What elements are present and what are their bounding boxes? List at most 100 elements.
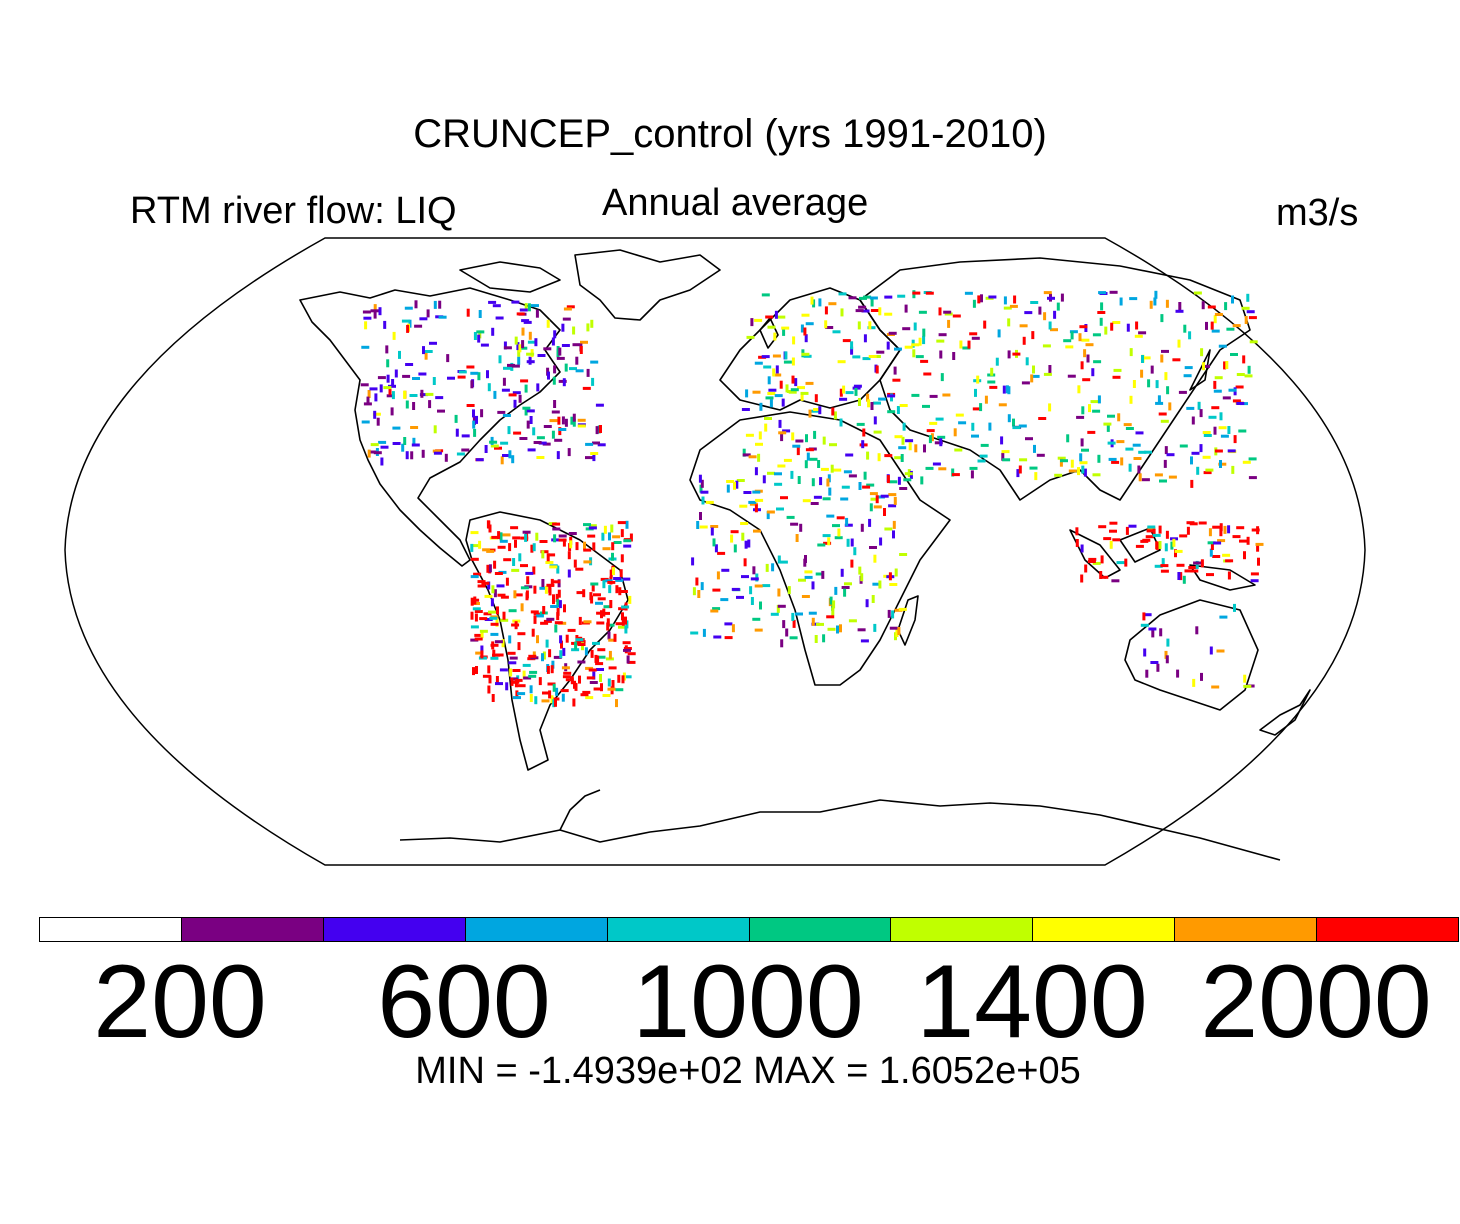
- river-cell: [623, 539, 632, 543]
- river-cell: [1142, 356, 1151, 360]
- river-cell: [592, 671, 596, 680]
- river-cell: [617, 521, 626, 525]
- river-cell: [1154, 473, 1163, 477]
- river-cell: [524, 384, 528, 393]
- river-cell: [615, 688, 624, 692]
- river-cell: [1056, 302, 1060, 311]
- river-cell: [1001, 452, 1005, 461]
- river-cell: [1125, 447, 1134, 451]
- river-cell: [820, 467, 829, 471]
- river-cell: [938, 467, 947, 471]
- river-cell: [1216, 649, 1225, 653]
- river-cell: [836, 625, 839, 634]
- river-cell: [1123, 423, 1132, 427]
- river-cell: [518, 394, 522, 403]
- river-cell: [588, 524, 597, 528]
- river-cell: [1129, 297, 1138, 301]
- river-cell: [511, 300, 520, 304]
- river-cell: [777, 555, 781, 564]
- river-cell: [1065, 345, 1074, 349]
- river-cell: [412, 437, 416, 446]
- river-cell: [1214, 376, 1223, 380]
- river-cell: [1209, 646, 1213, 655]
- river-cell: [553, 534, 557, 543]
- river-cell: [550, 665, 554, 674]
- river-cell: [1192, 678, 1196, 687]
- river-cell: [796, 447, 800, 456]
- river-cell: [494, 572, 503, 575]
- river-cell: [802, 499, 811, 503]
- river-cell: [607, 580, 616, 584]
- river-cell: [553, 330, 557, 339]
- river-cell: [593, 593, 601, 597]
- river-cell: [845, 453, 854, 457]
- river-cell: [1132, 443, 1141, 447]
- river-cell: [902, 327, 911, 331]
- river-cell: [860, 523, 864, 532]
- river-cell: [792, 619, 796, 628]
- river-cell: [754, 504, 758, 513]
- river-cell: [1106, 423, 1110, 432]
- river-cell: [419, 317, 428, 321]
- river-cell: [590, 649, 594, 658]
- river-cell: [1155, 380, 1159, 389]
- river-cell: [554, 438, 563, 442]
- river-cell: [534, 338, 538, 347]
- river-cell: [370, 309, 379, 313]
- river-cell: [1070, 459, 1074, 468]
- river-cell: [474, 637, 483, 641]
- river-cell: [508, 661, 517, 665]
- river-cell: [1184, 569, 1193, 573]
- river-cell: [767, 471, 775, 475]
- river-cell: [470, 371, 479, 375]
- river-cell: [526, 360, 535, 364]
- river-cell: [480, 650, 484, 659]
- river-cell: [743, 558, 747, 567]
- river-cell: [542, 651, 546, 660]
- river-cell: [517, 684, 526, 688]
- river-cell: [470, 625, 479, 629]
- river-cell: [765, 563, 769, 572]
- river-cell: [845, 517, 849, 526]
- river-cell: [615, 585, 619, 594]
- river-cell: [475, 415, 478, 424]
- river-cell: [928, 435, 932, 444]
- river-cell: [753, 529, 761, 533]
- river-cell: [761, 293, 770, 297]
- river-cell: [1203, 471, 1212, 475]
- river-cell: [1202, 362, 1205, 371]
- river-cell: [1143, 648, 1147, 657]
- river-cell: [575, 638, 584, 642]
- river-cell: [404, 306, 413, 310]
- river-cell: [870, 402, 874, 410]
- river-cell: [514, 593, 523, 597]
- river-cell: [551, 430, 555, 439]
- river-cell: [984, 395, 988, 404]
- river-cell: [398, 350, 401, 359]
- river-cell: [752, 566, 756, 575]
- river-cell: [507, 363, 515, 367]
- river-cell: [509, 668, 513, 677]
- river-cell: [558, 534, 567, 538]
- river-cell: [1098, 291, 1107, 295]
- river-cell: [575, 356, 579, 365]
- river-cell: [472, 409, 475, 418]
- river-cell: [623, 544, 632, 548]
- river-cell: [829, 443, 837, 447]
- river-cell: [1176, 563, 1185, 567]
- river-cell: [617, 674, 621, 683]
- river-cell: [971, 422, 975, 431]
- river-cell: [596, 621, 605, 625]
- river-cell: [805, 448, 814, 452]
- river-cell: [1250, 579, 1259, 583]
- river-cell: [606, 622, 610, 631]
- river-cell: [1112, 375, 1121, 379]
- river-cell: [609, 569, 613, 578]
- river-cell: [1103, 422, 1112, 426]
- river-cell: [499, 539, 508, 543]
- river-cell: [523, 320, 532, 324]
- river-cell: [900, 454, 904, 462]
- river-cell: [1241, 306, 1250, 310]
- river-cell: [778, 431, 787, 435]
- river-cell: [730, 534, 734, 543]
